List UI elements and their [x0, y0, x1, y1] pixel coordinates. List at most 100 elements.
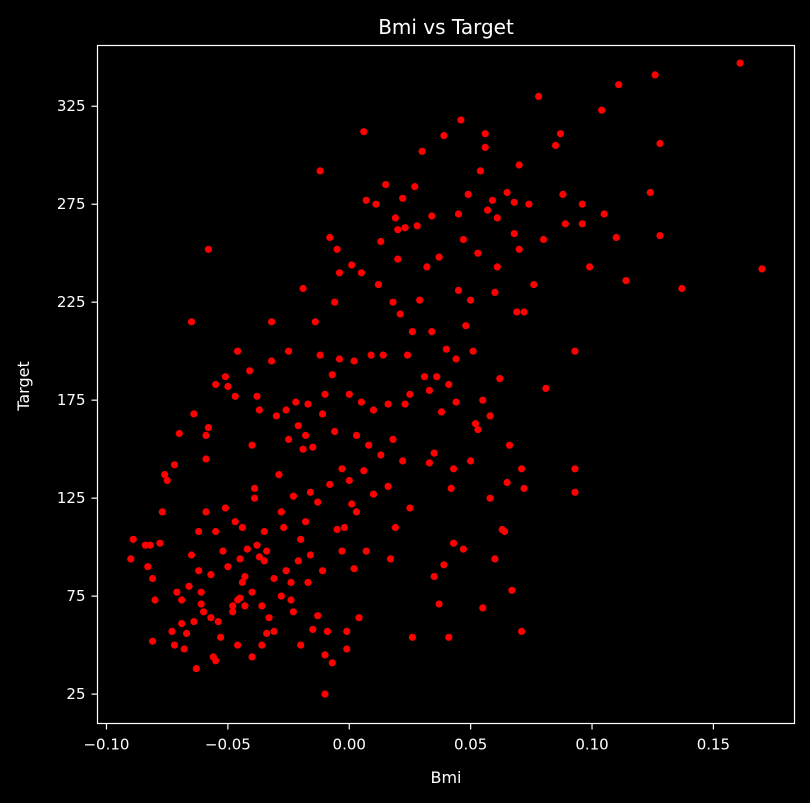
y-tick-label: 275 — [57, 195, 86, 213]
data-point — [265, 614, 273, 622]
data-point — [248, 441, 256, 449]
data-point — [280, 523, 288, 532]
data-point — [430, 572, 438, 581]
data-point — [430, 449, 438, 457]
data-point — [454, 210, 463, 218]
data-point — [513, 308, 521, 316]
data-point — [311, 318, 319, 326]
data-point — [518, 627, 526, 636]
data-point — [212, 527, 220, 536]
data-point — [258, 641, 266, 649]
data-point — [146, 541, 154, 549]
data-point — [187, 318, 196, 326]
data-point — [389, 298, 397, 306]
data-point — [190, 410, 198, 418]
data-point — [450, 539, 458, 547]
y-axis-label: Target — [14, 361, 33, 412]
data-point — [197, 588, 205, 596]
data-point — [314, 612, 322, 620]
data-point — [335, 355, 344, 363]
data-point — [391, 523, 399, 532]
x-axis-label: Bmi — [430, 768, 461, 787]
data-point — [357, 398, 365, 406]
data-point — [175, 429, 183, 438]
x-tick-label: −0.10 — [83, 736, 129, 754]
data-points — [127, 59, 766, 698]
data-point — [202, 455, 210, 463]
data-point — [435, 253, 443, 261]
data-point — [491, 288, 499, 296]
data-point — [384, 482, 392, 490]
data-point — [571, 347, 579, 355]
data-point — [406, 390, 414, 398]
data-point — [338, 547, 346, 555]
data-point — [299, 284, 307, 293]
data-point — [158, 508, 166, 516]
data-point — [452, 355, 460, 363]
data-point — [561, 220, 569, 228]
data-point — [248, 653, 256, 661]
data-point — [508, 586, 516, 594]
data-point — [304, 578, 312, 587]
data-point — [197, 600, 205, 608]
data-point — [185, 582, 193, 590]
data-point — [357, 269, 365, 277]
data-point — [192, 665, 200, 673]
data-point — [263, 629, 271, 638]
data-point — [127, 555, 135, 563]
data-point — [651, 71, 659, 79]
data-point — [416, 296, 424, 304]
data-point — [401, 400, 409, 408]
data-point — [578, 200, 586, 208]
data-point — [219, 547, 227, 555]
data-point — [479, 396, 487, 404]
data-point — [326, 480, 334, 488]
data-point — [362, 196, 370, 204]
data-point — [304, 400, 312, 408]
data-point — [467, 296, 475, 304]
data-point — [309, 625, 317, 634]
data-point — [248, 588, 256, 596]
data-point — [600, 210, 608, 218]
data-point — [510, 230, 518, 238]
data-point — [231, 518, 239, 526]
data-point — [399, 194, 407, 202]
data-point — [272, 412, 280, 420]
data-point — [343, 645, 351, 653]
data-point — [149, 574, 157, 583]
y-tick-label: 175 — [57, 391, 86, 409]
data-point — [469, 347, 477, 355]
data-point — [556, 130, 565, 138]
data-point — [335, 269, 344, 277]
data-point — [377, 237, 385, 246]
data-point — [394, 226, 402, 234]
data-point — [151, 596, 159, 604]
data-point — [467, 457, 475, 465]
data-point — [129, 535, 137, 543]
data-point — [204, 245, 212, 253]
data-point — [352, 508, 361, 516]
y-tick-label: 25 — [66, 685, 85, 703]
data-point — [510, 198, 518, 206]
data-point — [331, 427, 339, 436]
data-point — [736, 59, 744, 67]
data-point — [486, 412, 494, 420]
data-point — [173, 588, 181, 596]
data-point — [445, 633, 453, 641]
data-point — [464, 190, 472, 198]
data-point — [348, 261, 356, 269]
data-point — [496, 375, 504, 383]
data-point — [488, 196, 497, 204]
x-tick-label: −0.05 — [205, 736, 251, 754]
data-point — [217, 633, 225, 641]
data-point — [369, 406, 378, 414]
data-point — [586, 263, 594, 271]
data-point — [156, 539, 164, 547]
data-point — [474, 426, 482, 434]
data-point — [268, 318, 276, 326]
data-point — [360, 467, 368, 475]
data-point — [241, 572, 249, 581]
x-tick-label: 0.10 — [575, 736, 608, 754]
data-point — [503, 478, 511, 487]
data-point — [263, 547, 271, 555]
